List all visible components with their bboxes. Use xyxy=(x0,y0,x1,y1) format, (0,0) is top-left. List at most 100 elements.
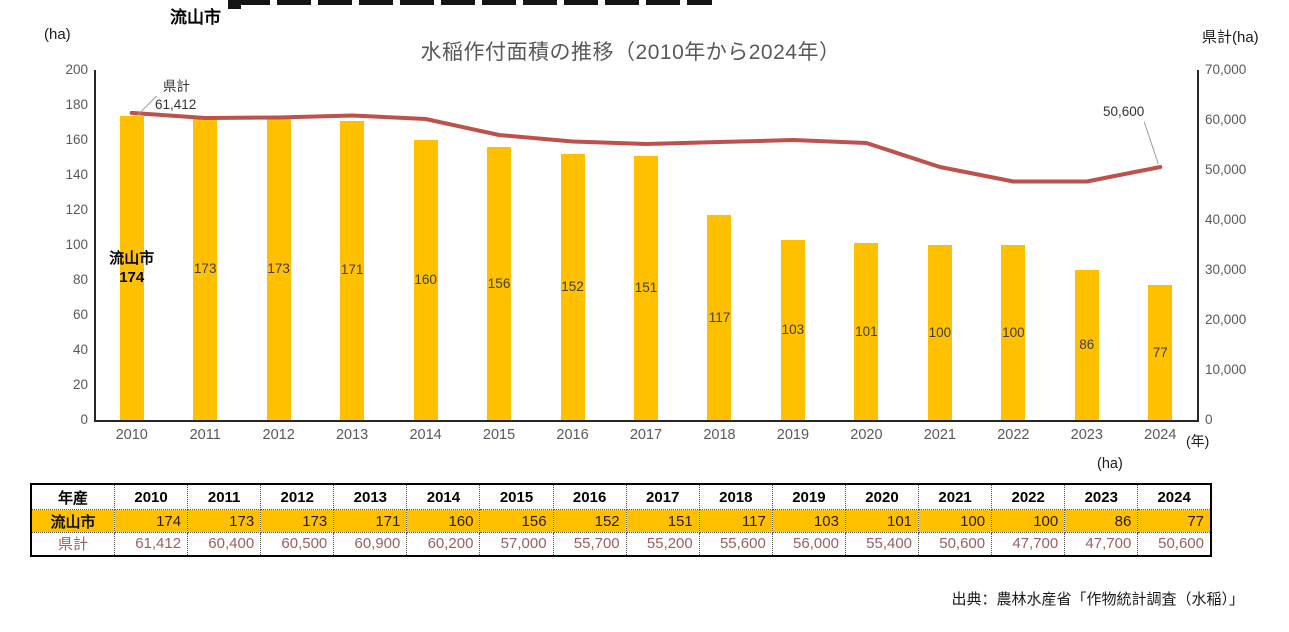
table-cell: 56,000 xyxy=(771,532,846,556)
table-cell: 50,600 xyxy=(918,532,993,556)
table-cell: 57,000 xyxy=(479,532,554,556)
bar-value-label: 173 xyxy=(193,260,217,276)
region-title: 流山市 xyxy=(170,8,221,27)
table-cell: 86 xyxy=(1064,509,1139,533)
table-cell: 55,200 xyxy=(625,532,700,556)
left-axis-tick-label: 200 xyxy=(65,62,88,77)
right-axis-tick-label: 60,000 xyxy=(1205,112,1247,127)
x-axis-label: 2017 xyxy=(629,427,663,443)
line-start-annotation-label: 県計 xyxy=(163,79,190,94)
table-cell: 60,900 xyxy=(333,532,408,556)
leader-line-start xyxy=(136,95,158,117)
x-axis-label: 2024 xyxy=(1144,427,1177,443)
first-bar-label: 流山市 174 xyxy=(109,249,155,286)
table-row-label: 流山市 xyxy=(30,509,115,533)
x-axis-label: 2021 xyxy=(923,427,956,443)
bar-value-label: 173 xyxy=(267,260,290,276)
table-cell: 61,412 xyxy=(113,532,189,556)
table-header-2020: 2020 xyxy=(844,483,920,510)
bar-value-label: 103 xyxy=(781,321,805,337)
table-cell: 152 xyxy=(552,509,627,533)
x-axis-label: 2020 xyxy=(850,427,883,443)
bar-2018 xyxy=(707,215,732,420)
right-axis-tick-label: 30,000 xyxy=(1205,262,1247,277)
x-axis-label: 2019 xyxy=(776,427,810,443)
x-axis-label: 2013 xyxy=(335,427,369,443)
table-cell: 55,400 xyxy=(844,532,920,556)
bar-value-label: 151 xyxy=(634,279,658,295)
table-cell: 47,700 xyxy=(1064,532,1139,556)
left-axis-tick-label: 0 xyxy=(80,412,88,427)
left-axis-tick-label: 100 xyxy=(65,237,88,252)
x-axis-label: 2014 xyxy=(409,427,442,443)
x-axis-unit-label: (年) xyxy=(1186,433,1210,449)
table-header-2016: 2016 xyxy=(552,483,627,510)
table-header-2013: 2013 xyxy=(333,483,408,510)
table-header-2014: 2014 xyxy=(406,483,481,510)
table-header-2010: 2010 xyxy=(113,483,189,510)
left-axis-tick-label: 180 xyxy=(65,97,88,112)
cropped-text-remnant xyxy=(236,0,712,5)
right-axis-tick-label: 10,000 xyxy=(1205,362,1247,377)
x-axis-label: 2023 xyxy=(1070,427,1103,443)
bar-2023 xyxy=(1074,269,1099,420)
table-header-2011: 2011 xyxy=(187,483,262,510)
right-axis-tick-label: 50,000 xyxy=(1205,162,1247,177)
bar-2014 xyxy=(413,140,438,420)
bar-2016 xyxy=(560,154,585,420)
right-axis-tick-label: 0 xyxy=(1205,412,1213,427)
bar-value-label: 77 xyxy=(1152,344,1168,360)
bar-value-label: 86 xyxy=(1079,336,1095,352)
x-axis-label: 2010 xyxy=(115,427,148,443)
right-axis-tick-label: 70,000 xyxy=(1205,62,1247,77)
bar-value-label: 171 xyxy=(340,262,364,278)
table-cell: 173 xyxy=(187,509,262,533)
left-axis-line xyxy=(94,70,96,420)
bar-value-label: 117 xyxy=(708,309,731,325)
left-axis-unit-label: (ha) xyxy=(44,26,71,43)
right-axis-tick-label: 40,000 xyxy=(1205,212,1247,227)
x-axis-label: 2015 xyxy=(482,427,516,443)
bar-2022 xyxy=(1001,245,1026,420)
bar-2021 xyxy=(927,245,952,420)
table-cell: 47,700 xyxy=(991,532,1066,556)
bar-2024 xyxy=(1148,285,1173,420)
table-header-2024: 2024 xyxy=(1137,483,1212,510)
table-cell: 100 xyxy=(918,509,993,533)
chart-title: 水稲作付面積の推移（2010年から2024年） xyxy=(420,41,841,64)
table-row-label: 県計 xyxy=(30,532,115,556)
table-header-2023: 2023 xyxy=(1064,483,1139,510)
x-axis-label: 2016 xyxy=(556,427,589,443)
table-header-2015: 2015 xyxy=(479,483,554,510)
bar-2017 xyxy=(634,155,658,420)
left-axis-tick-label: 20 xyxy=(72,377,88,392)
table-cell: 160 xyxy=(406,509,481,533)
x-axis-line xyxy=(94,420,1199,422)
bar-value-label: 156 xyxy=(487,275,511,291)
table-cell: 100 xyxy=(991,509,1066,533)
table-header-2021: 2021 xyxy=(918,483,993,510)
bar-2019 xyxy=(780,239,805,420)
table-cell: 171 xyxy=(333,509,408,533)
table-cell: 60,200 xyxy=(406,532,481,556)
cropped-text-remnant xyxy=(228,0,241,9)
left-axis-tick-label: 160 xyxy=(65,132,88,147)
table-cell: 117 xyxy=(698,509,773,533)
table-header-year-col: 年産 xyxy=(30,483,115,510)
line-start-annotation-value: 61,412 xyxy=(155,97,197,112)
table-header-2017: 2017 xyxy=(625,483,700,510)
left-axis-tick-label: 80 xyxy=(72,272,88,287)
line-end-annotation-value: 50,600 xyxy=(1103,104,1145,119)
right-axis-line xyxy=(1197,70,1199,420)
x-axis-label: 2018 xyxy=(703,427,736,443)
table-row-city: 流山市 174 173 173 171 160 156 152 151 117 103 101 100 1… xyxy=(30,509,1212,533)
x-axis-label: 2012 xyxy=(262,427,295,443)
leader-line-end xyxy=(1143,121,1159,165)
table-cell: 50,600 xyxy=(1137,532,1212,556)
table-header-2018: 2018 xyxy=(698,483,773,510)
left-axis-tick-label: 60 xyxy=(72,307,88,322)
bar-2020 xyxy=(854,243,879,420)
table-header-2012: 2012 xyxy=(260,483,335,510)
table-cell: 77 xyxy=(1137,509,1212,533)
